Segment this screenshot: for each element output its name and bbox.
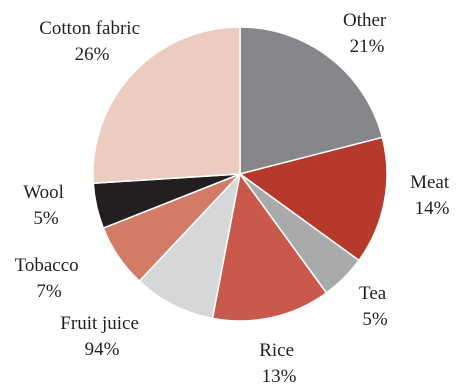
label-cotton-fabric: Cotton fabric 26% — [39, 18, 145, 65]
pie-labels: Other 21% Meat 14% Tea 5% Rice 13% Fruit… — [15, 10, 454, 384]
pie-slice-meat — [239, 136, 388, 262]
pie-slice-cotton-fabric — [92, 26, 241, 184]
label-tobacco: Tobacco 7% — [15, 255, 84, 302]
label-fruit-juice: Fruit juice 94% — [60, 313, 143, 360]
pie-slice-other — [239, 26, 384, 175]
label-wool: Wool 5% — [23, 182, 68, 229]
label-other: Other 21% — [343, 10, 391, 57]
pie-slices — [92, 26, 388, 322]
label-tea: Tea 5% — [359, 283, 391, 330]
label-rice: Rice 13% — [259, 340, 299, 384]
pie-slice-fruit-juice — [138, 173, 241, 320]
pie-slice-rice — [211, 173, 328, 322]
label-meat: Meat 14% — [410, 172, 454, 219]
